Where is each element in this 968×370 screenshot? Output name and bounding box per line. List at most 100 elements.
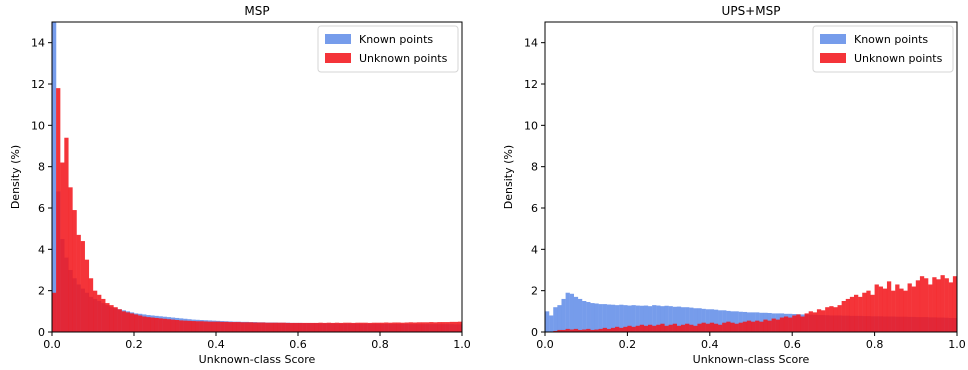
bar: [240, 322, 245, 332]
bar: [577, 329, 583, 332]
bar: [911, 286, 916, 332]
bar: [437, 322, 442, 332]
bar: [170, 319, 176, 332]
y-tick-label: 8: [531, 161, 538, 174]
bar: [870, 294, 875, 332]
bar: [742, 321, 748, 332]
bar: [334, 322, 340, 332]
bar: [248, 322, 254, 332]
bar: [816, 309, 822, 332]
y-tick-label: 14: [524, 37, 538, 50]
bar: [829, 306, 834, 332]
x-tick-label: 0.6: [783, 338, 801, 351]
bar: [928, 284, 933, 332]
bar: [400, 322, 405, 332]
y-axis-label: Density (%): [502, 145, 515, 209]
bar: [685, 323, 690, 332]
bar: [216, 321, 221, 332]
bar: [866, 290, 871, 332]
bar: [150, 317, 155, 332]
bar: [343, 322, 348, 332]
bar: [52, 22, 57, 332]
bar: [561, 298, 566, 332]
bar: [759, 321, 764, 332]
bar: [755, 320, 760, 332]
y-tick-label: 2: [38, 285, 45, 298]
bar: [412, 322, 418, 332]
bar: [64, 137, 69, 332]
bar: [788, 317, 793, 332]
bar: [907, 283, 912, 332]
bar: [668, 306, 673, 332]
bar: [734, 311, 739, 332]
bar: [891, 290, 896, 332]
bar: [565, 328, 570, 332]
x-tick-label: 0.8: [866, 338, 884, 351]
x-tick-label: 1.0: [453, 338, 471, 351]
bar: [919, 276, 925, 332]
bar: [631, 326, 636, 332]
bar: [882, 288, 888, 332]
bar: [590, 329, 595, 332]
chart-title: UPS+MSP: [722, 4, 781, 18]
bar: [298, 322, 303, 332]
bar: [60, 162, 65, 332]
chart-title: MSP: [244, 4, 269, 18]
bar: [125, 312, 131, 332]
bar: [615, 326, 620, 332]
bar: [726, 310, 731, 332]
bar: [705, 323, 710, 332]
bar: [701, 308, 706, 332]
bar: [392, 322, 397, 332]
bar: [763, 319, 768, 332]
bar: [689, 307, 694, 332]
bar: [837, 305, 842, 332]
y-tick-label: 0: [531, 326, 538, 339]
axes-frame: [544, 21, 958, 333]
x-tick-label: 0.2: [619, 338, 637, 351]
bar: [582, 329, 587, 332]
bar: [76, 234, 81, 332]
bar: [800, 316, 805, 332]
bar: [858, 296, 863, 332]
bar: [734, 323, 739, 332]
bar: [113, 307, 118, 332]
y-tick-label: 4: [531, 243, 538, 256]
bar: [932, 277, 937, 332]
x-tick-label: 0.0: [536, 338, 554, 351]
bar: [557, 305, 562, 332]
bar: [553, 307, 558, 332]
bar: [314, 322, 319, 332]
bar: [553, 330, 558, 332]
bar: [166, 319, 172, 332]
bar: [310, 322, 315, 332]
legend: Known points Unknown points: [812, 25, 954, 73]
bar: [952, 276, 958, 332]
bar: [697, 308, 702, 332]
y-tick-label: 2: [531, 285, 538, 298]
bar: [162, 318, 167, 332]
bar: [643, 325, 649, 332]
bar: [594, 329, 599, 332]
bar: [623, 326, 628, 332]
bar: [109, 305, 114, 332]
legend-box: [812, 25, 954, 73]
bar: [339, 322, 344, 332]
x-tick-label: 0.8: [371, 338, 389, 351]
bar: [433, 322, 438, 332]
bar: [697, 323, 702, 332]
bar: [878, 286, 883, 332]
bar: [648, 324, 653, 332]
bar: [142, 316, 147, 332]
legend-label: Unknown points: [359, 52, 448, 65]
bar: [453, 321, 459, 332]
bar: [207, 321, 213, 332]
bar: [771, 318, 776, 332]
bar: [709, 309, 715, 332]
bar: [693, 325, 698, 332]
legend: Known points Unknown points: [317, 25, 459, 73]
bar: [158, 318, 163, 332]
bar: [330, 322, 336, 332]
bar: [105, 303, 110, 332]
bar: [351, 322, 356, 332]
